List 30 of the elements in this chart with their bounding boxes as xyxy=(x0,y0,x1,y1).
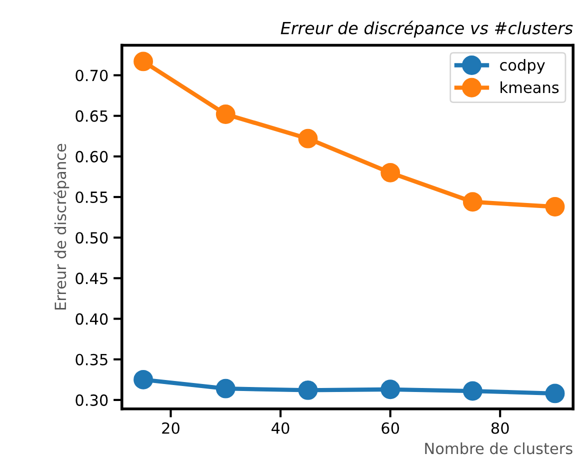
y-axis-title: Erreur de discrépance xyxy=(54,144,70,310)
point xyxy=(298,128,318,148)
x-tick-label: 20 xyxy=(162,422,180,434)
legend-label: codpy xyxy=(500,58,545,74)
point xyxy=(298,380,318,400)
y-tick-label: 0.30 xyxy=(76,394,108,406)
y-tick-label: 0.50 xyxy=(76,232,108,244)
chart-title: Erreur de discrépance vs #clusters xyxy=(280,20,573,38)
point xyxy=(462,381,482,401)
y-tick-label: 0.45 xyxy=(76,272,108,284)
y-tick-label: 0.65 xyxy=(76,110,108,122)
point xyxy=(380,162,400,182)
x-tick-label: 80 xyxy=(491,422,509,434)
x-tick-label: 40 xyxy=(272,422,290,434)
legend-label: kmeans xyxy=(500,81,559,94)
point xyxy=(134,52,154,72)
point xyxy=(380,380,400,400)
point xyxy=(216,378,236,398)
y-tick-label: 0.60 xyxy=(76,150,108,162)
y-tick-label: 0.70 xyxy=(76,70,108,82)
y-tick-label: 0.55 xyxy=(76,191,108,204)
x-tick-label: 60 xyxy=(382,422,400,434)
point xyxy=(216,104,236,124)
y-tick-label: 0.40 xyxy=(76,313,108,325)
point xyxy=(545,384,565,404)
point xyxy=(462,192,482,212)
x-axis-title: Nombre de clusters xyxy=(425,442,572,454)
y-tick-label: 0.35 xyxy=(76,354,108,366)
point xyxy=(545,197,565,216)
point xyxy=(134,370,154,390)
